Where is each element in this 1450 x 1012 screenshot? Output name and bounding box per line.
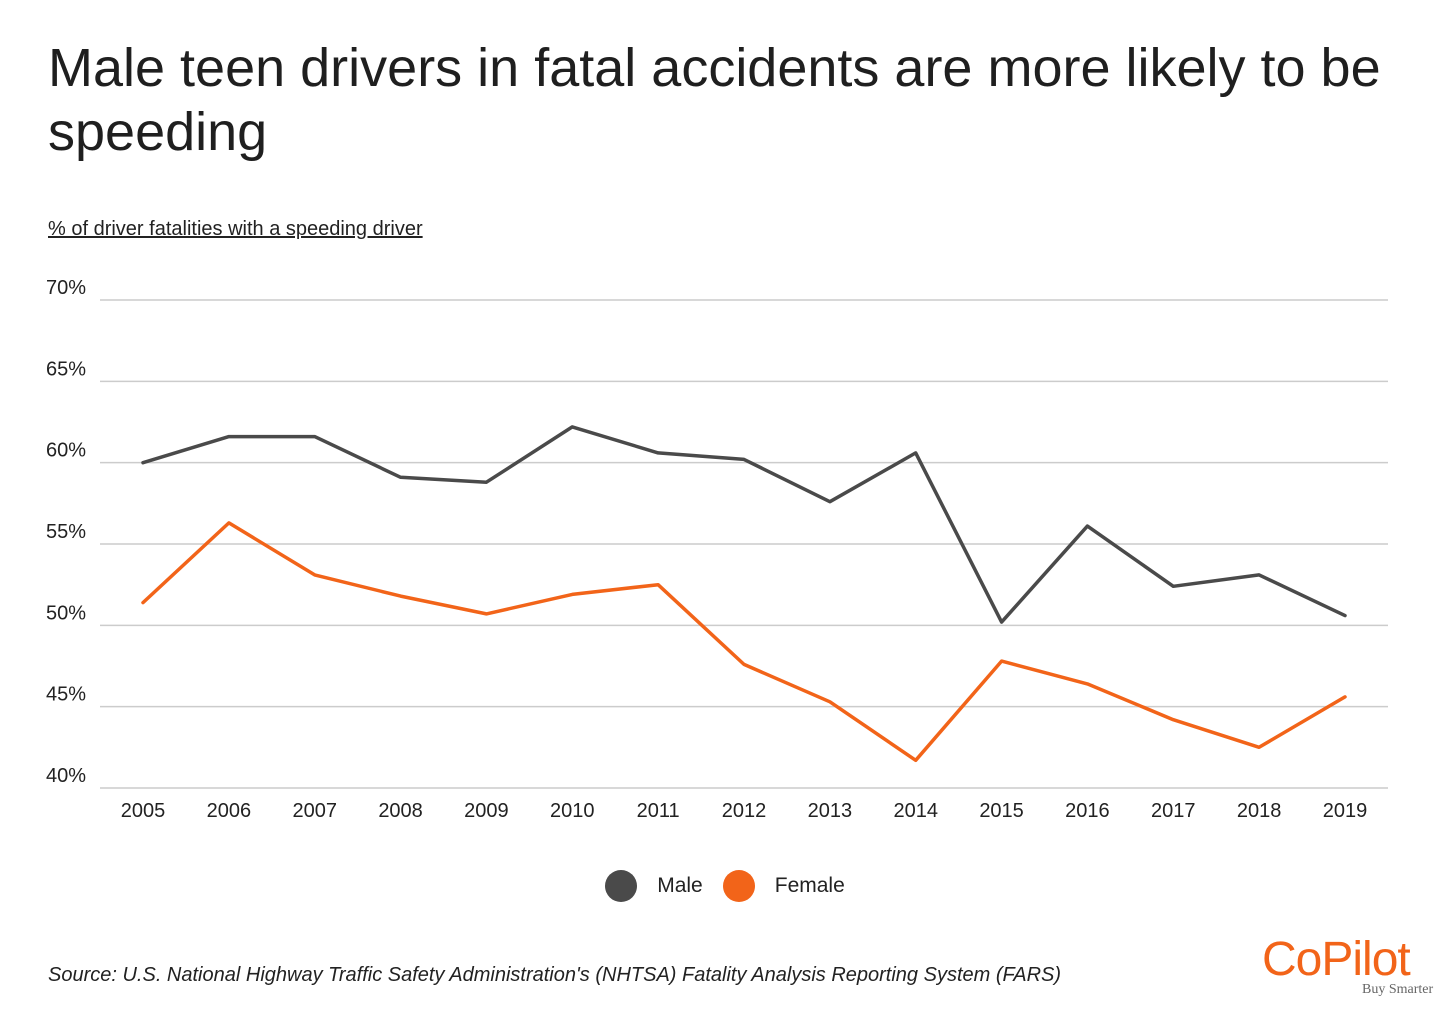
legend-swatch-male [605,870,638,902]
source-note: Source: U.S. National Highway Traffic Sa… [48,964,1062,986]
series-line-female [141,521,1347,763]
series-line-male [141,425,1347,624]
chart-title: Male teen drivers in fatal accidents are… [48,38,1381,162]
y-tick-label-40: 40% [46,765,86,787]
x-tick-labels: 2005 2006 2007 2008 2009 2010 2011 2012 2013 2014… [121,800,1368,822]
y-tick-labels: 70% 65% 60% 55% 50% 45% 40% [46,277,86,787]
x-tick-label-2010: 2010 [550,800,595,822]
x-tick-label-2017: 2017 [1151,800,1196,822]
x-tick-label-2006: 2006 [207,800,252,822]
x-tick-label-2013: 2013 [808,800,853,822]
line-chart: 70%65%60%55%50%45%40% 2005 2006 2007 2008 20… [46,277,1388,822]
x-tick-label-2005: 2005 [121,800,166,822]
x-tick-label-2007: 2007 [292,800,337,822]
x-tick-label-2008: 2008 [378,800,423,822]
x-tick-label-2009: 2009 [464,800,509,822]
legend-label-male: Male [657,874,703,897]
legend-item-male: Male [605,870,703,902]
x-tick-label-2019: 2019 [1323,800,1368,822]
y-tick-label-45: 45% [46,684,86,706]
y-tick-label-60: 60% [46,440,86,462]
y-axis-label: % of driver fatalities with a speeding d… [48,218,423,240]
legend-item-female: Female [722,870,845,902]
logo-wordmark: CoPilot [1262,933,1411,986]
x-tick-label-2018: 2018 [1237,800,1282,822]
x-tick-label-2016: 2016 [1065,800,1110,822]
legend: Male Female [0,870,1450,902]
y-tick-label-50: 50% [46,602,86,624]
x-tick-label-2015: 2015 [979,800,1024,822]
grid-lines [100,299,1388,789]
x-tick-label-2011: 2011 [637,800,680,822]
series-lines [141,425,1347,763]
copilot-logo: CoPilot Buy Smarter [1262,934,1442,998]
legend-label-female: Female [774,874,845,897]
x-tick-label-2012: 2012 [722,800,767,822]
x-tick-label-2014: 2014 [893,800,938,822]
y-tick-label-55: 55% [46,521,86,543]
y-tick-label-70: 70% [46,277,86,299]
y-tick-label-65: 65% [46,358,86,380]
legend-swatch-female [722,870,755,902]
logo-tagline: Buy Smarter [1362,982,1434,997]
